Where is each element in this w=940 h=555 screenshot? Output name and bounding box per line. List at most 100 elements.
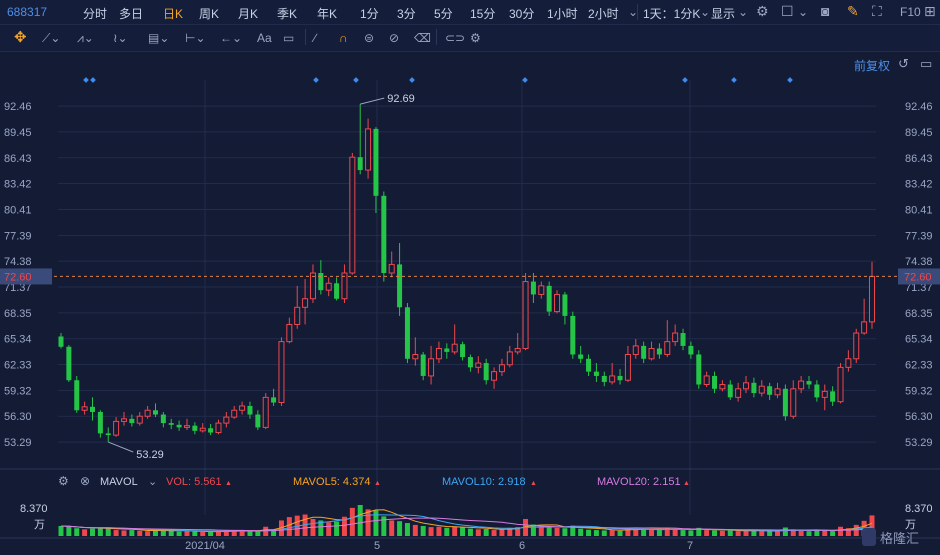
square-icon[interactable]: ☐: [781, 3, 794, 19]
pencil-icon[interactable]: ✎: [847, 3, 859, 19]
current-price-tag: [0, 268, 52, 285]
channel-tool-icon[interactable]: ⩘⌄: [77, 31, 94, 45]
candle-body: [192, 425, 198, 431]
settings-icon[interactable]: ⚙: [470, 31, 481, 45]
stock-code[interactable]: 688317: [7, 5, 48, 19]
volume-bar: [649, 529, 655, 536]
measure-tool-icon[interactable]: ⊢⌄: [185, 31, 206, 45]
candle-body: [703, 375, 710, 386]
candle-body: [318, 273, 324, 291]
current-price-tag: [898, 268, 940, 285]
volume-bar: [641, 529, 647, 536]
candle-body: [719, 384, 726, 390]
volume-bar: [152, 530, 158, 536]
camera-icon[interactable]: ◙: [821, 3, 830, 19]
hide-icon[interactable]: ⊘: [389, 31, 400, 45]
wave-tool-icon[interactable]: ≀⌄: [113, 31, 128, 45]
candle-body: [262, 396, 269, 428]
adjust-mode-button[interactable]: 前复权: [853, 59, 890, 73]
volume-bar: [593, 530, 599, 536]
f10-button[interactable]: F10: [900, 5, 921, 19]
gear-icon[interactable]: ⚙: [756, 3, 769, 19]
candle-body: [853, 332, 860, 360]
candle-body: [341, 272, 348, 300]
eraser-icon[interactable]: ∕: [314, 31, 317, 45]
period-tab[interactable]: 2小时: [588, 7, 619, 21]
chevron-down-icon[interactable]: ⌄: [700, 5, 711, 19]
period-tab[interactable]: 30分: [509, 7, 535, 21]
chevron-down-icon[interactable]: ⌄: [798, 5, 809, 19]
y-tick-label: 86.43: [905, 153, 933, 165]
comment-icon[interactable]: ▭: [283, 31, 295, 45]
y-tick-label: 71.37: [905, 282, 933, 294]
trash-icon[interactable]: ⌫: [414, 31, 431, 45]
volume-bar: [530, 524, 536, 536]
volume-bar: [562, 528, 568, 536]
period-tab[interactable]: 15分: [470, 7, 496, 21]
volume-bar: [775, 531, 781, 536]
volume-bar: [515, 527, 521, 536]
kline-combo-select[interactable]: 1天：1分K: [643, 7, 701, 21]
fib-tool-icon[interactable]: ▤⌄: [148, 31, 170, 45]
chevron-down-icon[interactable]: ⌄: [738, 5, 749, 19]
current-price-label: 72.60: [4, 271, 32, 283]
divider: [436, 29, 437, 45]
volume-bar: [578, 528, 584, 536]
volume-bar: [680, 530, 686, 536]
text-tool[interactable]: Aa: [257, 31, 272, 45]
candle-body: [105, 433, 111, 436]
arrow-tool-icon[interactable]: ←⌄: [220, 31, 243, 45]
period-tab[interactable]: 1小时: [547, 7, 578, 21]
volume-bar: [66, 526, 72, 536]
y-tick-label: 74.38: [4, 256, 32, 268]
chevron-down-icon[interactable]: ⌄: [628, 5, 639, 19]
period-tab[interactable]: 5分: [434, 7, 453, 21]
mavol20-line: [60, 517, 873, 532]
volume-bar: [389, 520, 395, 536]
candle-body: [624, 353, 631, 381]
mavol20-value: MAVOL20: 2.151: [597, 476, 681, 488]
display-menu[interactable]: 显示: [711, 7, 736, 21]
period-tab[interactable]: 日K: [163, 7, 184, 21]
volume-bar: [121, 530, 127, 536]
volume-bar: [554, 527, 560, 536]
y-tick-label: 89.45: [905, 127, 933, 139]
volume-bar: [113, 530, 119, 536]
magnet-icon[interactable]: ∩: [339, 31, 348, 45]
event-marker-icon: [522, 77, 528, 83]
volume-unit-label: 万: [34, 519, 45, 531]
line-tool-icon[interactable]: ⟋⌄: [42, 31, 61, 45]
grid-icon[interactable]: ⊞: [924, 3, 936, 19]
kline-chart[interactable]: 92.46 92.46 89.45 89.45 86.43 86.43 83.42 83.42…: [0, 52, 940, 555]
undo-icon[interactable]: ↺: [898, 56, 909, 71]
volume-bar: [507, 527, 513, 536]
volume-bar: [452, 526, 458, 536]
candle-body: [58, 336, 64, 347]
period-tab[interactable]: 月K: [238, 7, 259, 21]
divider: [305, 29, 306, 45]
crosshair-icon[interactable]: ✥: [14, 29, 27, 46]
period-tab[interactable]: 1分: [360, 7, 379, 21]
y-tick-label: 86.43: [4, 153, 32, 165]
up-arrow-icon: ▲: [374, 480, 381, 487]
period-tab[interactable]: 年K: [317, 7, 338, 21]
period-tab[interactable]: 季K: [277, 7, 298, 21]
period-tab[interactable]: 多日: [119, 7, 144, 21]
period-tab[interactable]: 分时: [83, 7, 108, 21]
candle-body: [334, 283, 340, 299]
volume-bar: [286, 517, 292, 536]
fullscreen-icon[interactable]: ⛶: [872, 3, 882, 19]
link-icon[interactable]: ⊂⊃: [445, 31, 466, 45]
expand-icon[interactable]: ▭: [920, 56, 933, 71]
candle-body: [412, 353, 419, 360]
volume-bar: [341, 516, 347, 536]
volume-bar: [625, 527, 631, 536]
x-tick-label: 5: [374, 540, 380, 552]
volume-bar: [129, 530, 135, 536]
y-tick-label: 56.30: [4, 411, 32, 423]
period-tab[interactable]: 周K: [199, 7, 220, 21]
lock-icon[interactable]: ⊜: [364, 31, 375, 45]
volume-bar: [263, 526, 269, 536]
period-tab[interactable]: 3分: [397, 7, 416, 21]
event-marker-icon: [682, 77, 688, 83]
